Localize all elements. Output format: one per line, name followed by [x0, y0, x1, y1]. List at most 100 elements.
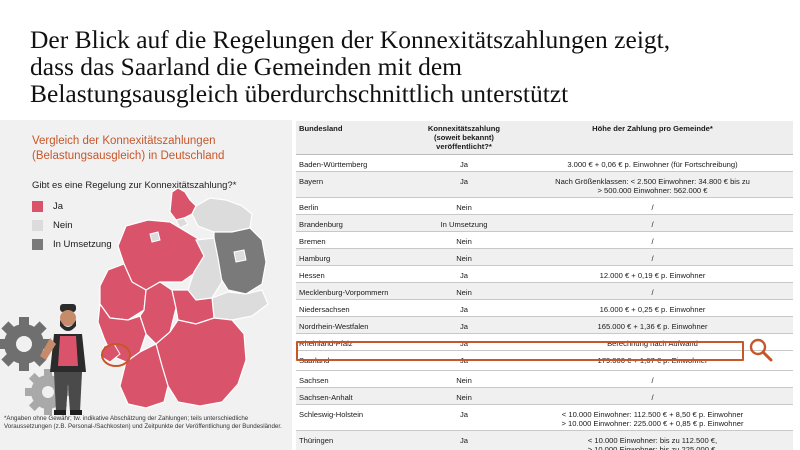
cell-hoehe-line: 165.000 € + 1,36 € p. Einwohner	[597, 322, 708, 331]
map-state-nrw	[99, 263, 147, 321]
header-zahlung-line-2: (soweit bekannt)	[434, 133, 494, 142]
cell-status: Nein	[416, 231, 512, 249]
title-line-3: Belastungsausgleich überdurchschnittlich…	[30, 79, 569, 108]
saarland-highlight-ring	[101, 343, 131, 367]
cell-bundesland: Berlin	[296, 197, 416, 215]
cell-hoehe-line: /	[651, 203, 654, 212]
cell-bundesland: Mecklenburg-Vorpommern	[296, 282, 416, 300]
table-row: Brandenburg In Umsetzung /	[296, 214, 793, 232]
cell-status: Ja	[416, 430, 512, 450]
cell-status: Ja	[416, 265, 512, 283]
map-state-bremen	[149, 231, 161, 243]
table-row: Sachsen-Anhalt Nein /	[296, 387, 793, 405]
cell-status: Ja	[416, 171, 512, 198]
cell-status: Ja	[416, 404, 512, 431]
cell-bundesland: Niedersachsen	[296, 299, 416, 317]
cell-bundesland: Baden-Württemberg	[296, 154, 416, 172]
germany-map	[0, 187, 269, 415]
panel-heading-line-1: Vergleich der Konnexitätszahlungen	[32, 135, 216, 147]
payments-table: Bundesland Konnexitätszahlung (soweit be…	[296, 121, 793, 450]
cell-bundesland: Schleswig-Holstein	[296, 404, 416, 431]
cell-hoehe: /	[512, 370, 793, 388]
cell-hoehe-line: /	[651, 237, 654, 246]
legend: Ja Nein In Umsetzung	[32, 198, 112, 255]
cell-bundesland: Nordrhein-Westfalen	[296, 316, 416, 334]
table-row: Sachsen Nein /	[296, 370, 793, 388]
header-zahlung-line-3: veröffentlicht?*	[436, 142, 492, 151]
header-zahlung: Konnexitätszahlung (soweit bekannt) verö…	[416, 121, 512, 155]
table-row: Thüringen Ja < 10.000 Einwohner: bis zu 11…	[296, 430, 793, 450]
person-illustration	[40, 304, 86, 415]
cell-hoehe-line: > 500.000 Einwohner: 562.000 €	[597, 186, 708, 195]
cell-hoehe: 3.000 € + 0,06 € p. Einwohner (für Forts…	[512, 154, 793, 172]
cell-status: Nein	[416, 248, 512, 266]
cell-bundesland: Thüringen	[296, 430, 416, 450]
cell-bundesland: Bremen	[296, 231, 416, 249]
cell-hoehe: 16.000 € + 0,25 € p. Einwohner	[512, 299, 793, 317]
cell-status: In Umsetzung	[416, 214, 512, 232]
cell-hoehe: /	[512, 214, 793, 232]
map-state-bayern	[155, 317, 247, 407]
legend-swatch-nein	[32, 220, 43, 231]
cell-hoehe-line: Nach Größenklassen: < 2.500 Einwohner: 3…	[555, 177, 750, 186]
cell-status: Nein	[416, 282, 512, 300]
table-row: Hessen Ja 12.000 € + 0,19 € p. Einwohner	[296, 265, 793, 283]
legend-swatch-umsetzung	[32, 239, 43, 250]
map-state-mecklenburg	[191, 197, 253, 233]
header-zahlung-line-1: Konnexitätszahlung	[427, 124, 501, 133]
header-hoehe: Höhe der Zahlung pro Gemeinde*	[512, 121, 793, 155]
table-row: Baden-Württemberg Ja 3.000 € + 0,06 € p. E…	[296, 154, 793, 172]
cell-status: Ja	[416, 316, 512, 334]
cell-hoehe: 165.000 € + 1,36 € p. Einwohner	[512, 316, 793, 334]
legend-label-nein: Nein	[53, 220, 73, 231]
footnote: *Angaben ohne Gewähr; tw. indikative Abs…	[4, 415, 282, 430]
cell-hoehe: /	[512, 197, 793, 215]
legend-item-ja: Ja	[32, 198, 112, 215]
cell-hoehe: /	[512, 387, 793, 405]
table-row: Mecklenburg-Vorpommern Nein /	[296, 282, 793, 300]
cell-hoehe-line: Berechnung nach Aufwand	[607, 339, 698, 348]
gear-icon	[0, 317, 51, 371]
cell-status: Ja	[416, 154, 512, 172]
cell-hoehe-line: 3.000 € + 0,06 € p. Einwohner (für Forts…	[567, 160, 738, 169]
map-state-berlin	[233, 249, 247, 263]
cell-hoehe-line: 12.000 € + 0,19 € p. Einwohner	[599, 271, 706, 280]
map-state-baden-wuerttemberg	[119, 343, 169, 409]
cell-bundesland: Bayern	[296, 171, 416, 198]
panel-heading-line-2: (Belastungsausgleich) in Deutschland	[32, 150, 225, 162]
table-row: Schleswig-Holstein Ja < 10.000 Einwohner: …	[296, 404, 793, 431]
cell-hoehe-line: /	[651, 254, 654, 263]
panel-heading: Vergleich der Konnexitätszahlungen (Bela…	[32, 134, 224, 164]
cell-bundesland: Hessen	[296, 265, 416, 283]
title-line-2: dass das Saarland die Gemeinden mit dem	[30, 52, 462, 81]
cell-hoehe-line: 16.000 € + 0,25 € p. Einwohner	[599, 305, 706, 314]
legend-swatch-ja	[32, 201, 43, 212]
table-body: Baden-Württemberg Ja 3.000 € + 0,06 € p. E…	[296, 154, 793, 450]
legend-label-umsetzung: In Umsetzung	[53, 239, 112, 250]
title-line-1: Der Blick auf die Regelungen der Konnexi…	[30, 25, 671, 54]
table-header-row: Bundesland Konnexitätszahlung (soweit be…	[296, 121, 793, 155]
cell-hoehe-line: > 10.000 Einwohner: 225.000 € + 0,85 € p…	[561, 419, 744, 428]
cell-bundesland: Sachsen	[296, 370, 416, 388]
magnifier-icon	[749, 338, 773, 362]
cell-hoehe-line: > 10.000 Einwohner: bis zu 225.000 €,	[587, 445, 718, 450]
cell-hoehe-line: < 10.000 Einwohner: bis zu 112.500 €,	[587, 436, 718, 445]
cell-status: Nein	[416, 197, 512, 215]
cell-hoehe: /	[512, 282, 793, 300]
cell-hoehe: 12.000 € + 0,19 € p. Einwohner	[512, 265, 793, 283]
cell-status: Ja	[416, 299, 512, 317]
cell-bundesland: Brandenburg	[296, 214, 416, 232]
table-row: Bremen Nein /	[296, 231, 793, 249]
cell-hoehe: < 10.000 Einwohner: 112.500 € + 8,50 € p…	[512, 404, 793, 431]
cell-bundesland: Hamburg	[296, 248, 416, 266]
cell-hoehe: /	[512, 248, 793, 266]
map-state-hamburg	[175, 217, 189, 229]
cell-hoehe-line: /	[651, 220, 654, 229]
page-title: Der Blick auf die Regelungen der Konnexi…	[30, 26, 790, 107]
legend-item-nein: Nein	[32, 217, 112, 234]
table-row: Hamburg Nein /	[296, 248, 793, 266]
cell-bundesland: Sachsen-Anhalt	[296, 387, 416, 405]
header-bundesland: Bundesland	[296, 121, 416, 155]
cell-hoehe-line: /	[651, 376, 654, 385]
map-state-sachsen	[211, 289, 269, 321]
